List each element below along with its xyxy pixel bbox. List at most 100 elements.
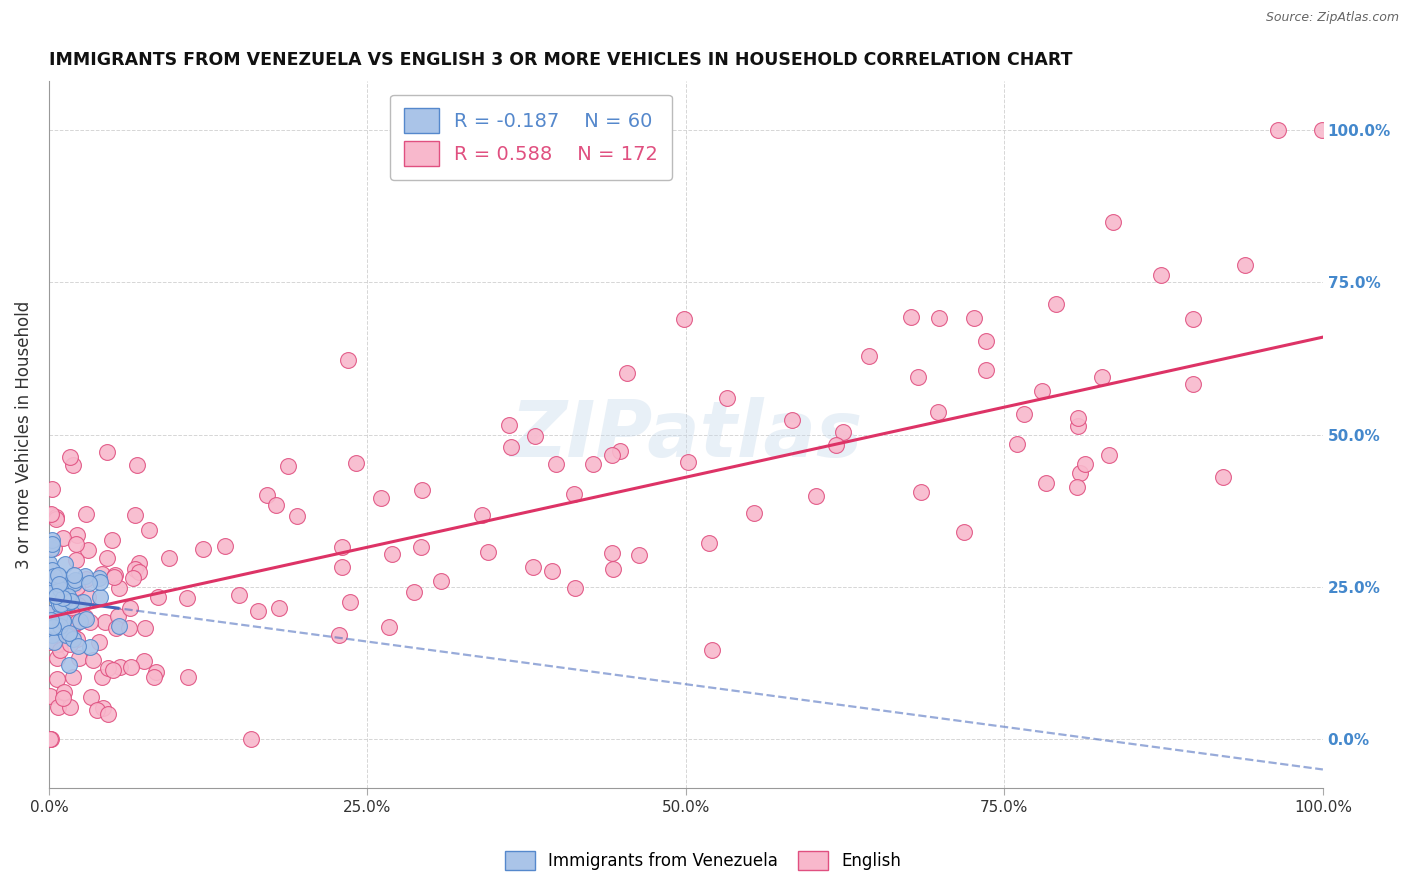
Point <box>80 690 103 704</box>
Point <box>53 592 76 607</box>
Point <box>927 405 949 419</box>
Point <box>45 651 67 665</box>
Point <box>191 541 214 556</box>
Point <box>501 440 523 454</box>
Point <box>63 573 86 587</box>
Point <box>73 569 96 583</box>
Point <box>1005 437 1028 451</box>
Point <box>65 553 87 567</box>
Point <box>120 600 142 615</box>
Point <box>1101 215 1123 229</box>
Point <box>1212 470 1234 484</box>
Point <box>1181 312 1204 326</box>
Point <box>52 615 75 629</box>
Point <box>1233 258 1256 272</box>
Text: IMMIGRANTS FROM VENEZUELA VS ENGLISH 3 OR MORE VEHICLES IN HOUSEHOLD CORRELATION: IMMIGRANTS FROM VENEZUELA VS ENGLISH 3 O… <box>49 51 1073 69</box>
Point <box>49 619 72 633</box>
Point <box>44 635 66 649</box>
Point <box>41 533 63 547</box>
Point <box>330 559 353 574</box>
Point <box>38 568 60 582</box>
Point <box>63 567 86 582</box>
Point <box>58 576 80 591</box>
Point <box>1012 407 1035 421</box>
Text: ZIPatlas: ZIPatlas <box>510 397 862 473</box>
Point <box>699 536 721 550</box>
Point <box>176 591 198 605</box>
Point <box>87 571 110 585</box>
Point <box>103 570 125 584</box>
Point <box>277 458 299 473</box>
Point <box>58 595 80 609</box>
Point <box>72 595 94 609</box>
Point <box>101 533 124 547</box>
Point <box>45 589 67 603</box>
Point <box>62 458 84 472</box>
Point <box>676 455 699 469</box>
Point <box>67 599 90 613</box>
Point <box>118 621 141 635</box>
Point <box>910 484 932 499</box>
Point <box>541 564 564 578</box>
Point <box>1066 480 1088 494</box>
Point <box>782 413 804 427</box>
Point <box>344 456 367 470</box>
Point <box>963 311 986 326</box>
Point <box>38 586 60 600</box>
Point <box>59 700 82 714</box>
Point <box>600 545 623 559</box>
Point <box>63 578 86 592</box>
Point <box>53 593 76 607</box>
Point <box>600 448 623 462</box>
Point <box>46 700 69 714</box>
Point <box>41 574 63 589</box>
Point <box>42 569 65 583</box>
Point <box>86 703 108 717</box>
Point <box>59 595 82 609</box>
Point <box>124 562 146 576</box>
Point <box>41 613 63 627</box>
Point <box>107 609 129 624</box>
Point <box>1267 123 1289 137</box>
Point <box>66 528 89 542</box>
Point <box>59 615 82 630</box>
Point <box>804 490 827 504</box>
Point <box>46 672 69 686</box>
Point <box>39 632 62 646</box>
Point <box>267 601 290 615</box>
Point <box>1310 123 1333 137</box>
Point <box>69 615 91 629</box>
Point <box>39 542 62 557</box>
Point <box>477 545 499 559</box>
Point <box>62 629 84 643</box>
Point <box>616 366 638 380</box>
Point <box>627 548 650 562</box>
Point <box>264 498 287 512</box>
Point <box>1074 458 1097 472</box>
Point <box>82 653 104 667</box>
Point <box>41 482 63 496</box>
Point <box>370 491 392 505</box>
Point <box>1091 370 1114 384</box>
Point <box>90 670 112 684</box>
Point <box>381 547 404 561</box>
Point <box>63 574 86 589</box>
Point <box>672 311 695 326</box>
Point <box>89 575 111 590</box>
Point <box>39 617 62 632</box>
Point <box>239 732 262 747</box>
Point <box>544 458 567 472</box>
Point <box>1098 449 1121 463</box>
Point <box>907 370 929 384</box>
Point <box>75 612 97 626</box>
Point <box>146 591 169 605</box>
Point <box>67 650 90 665</box>
Point <box>42 541 65 555</box>
Point <box>602 562 624 576</box>
Point <box>58 626 80 640</box>
Point <box>41 732 63 747</box>
Point <box>44 619 66 633</box>
Point <box>65 615 87 630</box>
Point <box>96 444 118 458</box>
Point <box>62 670 84 684</box>
